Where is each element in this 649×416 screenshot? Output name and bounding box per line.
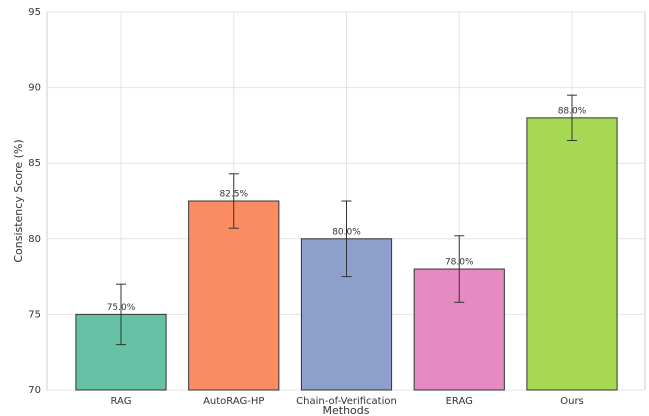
x-tick-label: ERAG: [446, 396, 473, 407]
bar: [413, 268, 505, 391]
y-tick-label: 90: [28, 83, 41, 94]
value-label: 78.0%: [445, 258, 474, 268]
x-axis-label: Methods: [323, 404, 370, 416]
value-label: 82.5%: [219, 190, 248, 200]
bar: [526, 117, 618, 391]
value-label: 75.0%: [107, 303, 136, 313]
x-tick-label: Ours: [560, 396, 584, 407]
y-tick-label: 85: [28, 158, 41, 169]
value-label: 80.0%: [332, 227, 361, 237]
y-tick-label: 70: [28, 385, 41, 396]
x-tick-label: AutoRAG-HP: [203, 396, 264, 407]
bar: [188, 200, 280, 391]
y-tick-label: 75: [28, 309, 41, 320]
y-tick-label: 95: [28, 7, 41, 18]
x-tick-label: RAG: [111, 396, 132, 407]
value-label: 88.0%: [558, 106, 587, 116]
y-axis-label: Consistency Score (%): [12, 139, 25, 262]
y-tick-label: 80: [28, 234, 41, 245]
x-tick-label: Chain-of-Verification: [296, 396, 397, 407]
